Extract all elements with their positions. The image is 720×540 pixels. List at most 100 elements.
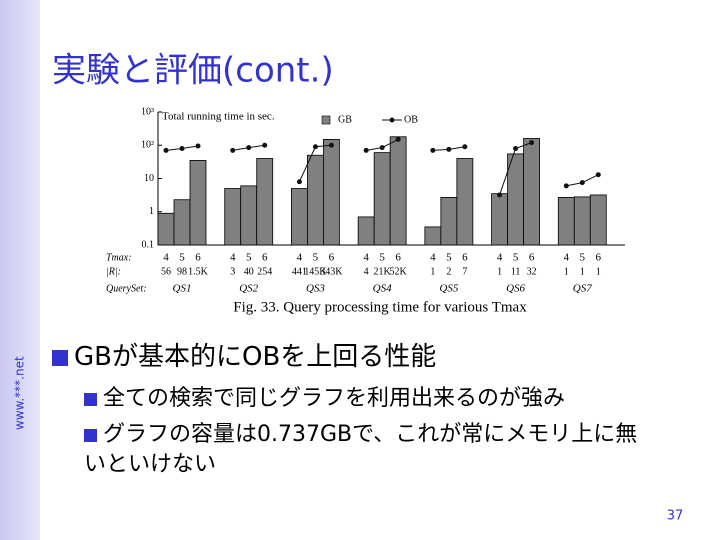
x-tick-label: 5	[580, 252, 586, 264]
x-tick-label: 5	[246, 252, 252, 264]
bullet-marker	[84, 392, 97, 406]
legend-swatch	[321, 115, 331, 125]
group-label: QS6	[506, 283, 525, 295]
x-tick-label: 6	[195, 252, 201, 264]
bar	[557, 197, 575, 246]
bar	[573, 196, 591, 246]
group-label: QS1	[173, 283, 192, 295]
point	[179, 145, 185, 151]
x-tick-label: 5	[313, 252, 319, 264]
r-label: 32	[527, 266, 537, 277]
bar	[523, 138, 540, 246]
row-label: |R|:	[106, 266, 121, 277]
bar	[157, 212, 175, 246]
group-label: QS5	[439, 283, 458, 295]
watermark: www.***.net	[13, 356, 27, 430]
r-label: 441	[292, 266, 307, 277]
bullet-text: GBが基本的にOBを上回る性能	[74, 342, 437, 372]
x-tick-label: 5	[379, 252, 385, 264]
x-tick-label: 4	[230, 252, 236, 264]
r-label: 21K	[374, 266, 392, 277]
x-tick-label: 4	[497, 252, 503, 264]
y-tick-label: 10³	[141, 106, 154, 117]
group-label: QS3	[306, 283, 325, 295]
group-label: QS4	[373, 283, 392, 295]
point	[430, 147, 436, 153]
x-tick-label: 6	[462, 252, 468, 264]
bar	[424, 226, 442, 246]
r-label: 7	[462, 266, 467, 277]
bar	[173, 199, 191, 246]
point	[513, 145, 519, 151]
r-label: 254	[257, 266, 272, 277]
r-label: 52K	[390, 266, 408, 277]
bar	[357, 216, 375, 246]
r-label: 343K	[320, 266, 343, 277]
point	[262, 142, 268, 148]
point	[328, 142, 334, 148]
r-label: 1	[497, 266, 502, 277]
x-tick-label: 4	[363, 252, 369, 264]
bar	[256, 158, 274, 246]
row-label: Tmax:	[106, 252, 132, 263]
r-label: 1	[564, 266, 569, 277]
sub-bullet: 全ての検索で同じグラフを利用出来るのが強み	[84, 380, 565, 412]
point	[595, 172, 601, 178]
point	[296, 179, 302, 185]
bullet: GBが基本的にOBを上回る性能	[52, 336, 436, 373]
bar	[373, 152, 391, 246]
point	[230, 147, 236, 153]
bar	[189, 160, 207, 246]
bar	[291, 188, 308, 246]
x-tick-label: 5	[179, 252, 185, 264]
x-tick-label: 4	[430, 252, 436, 264]
point	[246, 145, 252, 151]
x-tick-label: 4	[297, 252, 303, 264]
x-tick-label: 6	[329, 252, 335, 264]
point	[379, 145, 385, 151]
x-tick-label: 6	[262, 252, 268, 264]
x-tick-label: 6	[395, 252, 401, 264]
bar	[589, 194, 607, 246]
r-label: 1.5K	[188, 266, 209, 277]
chart-title: Total running time in sec.	[162, 111, 275, 123]
point	[446, 146, 452, 152]
x-tick-label: 5	[446, 252, 452, 264]
bar	[456, 158, 474, 246]
sub-bullet-text: 全ての検索で同じグラフを利用出来るのが強み	[103, 386, 566, 411]
sub-bullet: グラフの容量は0.737GBで、これが常にメモリ上に無いといけない	[84, 420, 644, 480]
r-label: 145K	[304, 266, 327, 277]
y-tick-label: 10	[144, 173, 154, 184]
bar	[307, 154, 324, 246]
r-label: 4	[364, 266, 369, 277]
legend-label: GB	[338, 114, 352, 125]
y-tick-label: 10²	[141, 140, 154, 151]
x-tick-label: 6	[596, 252, 602, 264]
point	[312, 144, 318, 150]
point	[395, 136, 401, 142]
point	[497, 192, 503, 198]
r-label: 40	[244, 266, 254, 277]
legend-point	[389, 117, 395, 123]
group-label: QS2	[239, 283, 258, 295]
r-label: 11	[511, 266, 521, 277]
y-tick-label: 1	[149, 206, 154, 217]
x-tick-label: 6	[529, 252, 535, 264]
bar	[323, 138, 340, 246]
x-tick-label: 4	[564, 252, 570, 264]
point	[579, 180, 585, 186]
x-tick-label: 4	[163, 252, 169, 264]
point	[163, 147, 169, 153]
bar	[224, 188, 242, 246]
bar	[440, 197, 458, 246]
bar	[240, 185, 258, 246]
x-tick-label: 5	[513, 252, 519, 264]
slide-title: 実験と評価(cont.)	[52, 51, 334, 91]
y-tick-label: 0.1	[142, 239, 155, 250]
r-label: 98	[177, 266, 187, 277]
page-number: 37	[667, 509, 684, 524]
r-label: 56	[161, 266, 171, 277]
sub-bullet-text: グラフの容量は0.737GBで、これが常にメモリ上に無いといけない	[84, 422, 638, 477]
